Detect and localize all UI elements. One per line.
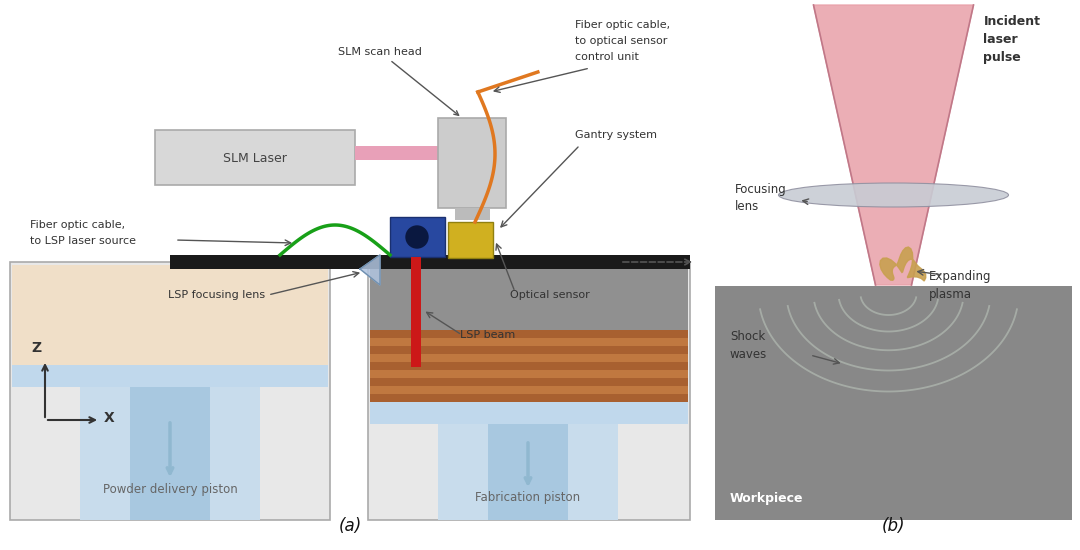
Bar	[370, 394, 688, 402]
Text: LSP focusing lens: LSP focusing lens	[167, 290, 265, 300]
Text: LSP beam: LSP beam	[460, 330, 515, 340]
Bar	[715, 286, 1072, 520]
Bar	[368, 262, 690, 520]
Text: Expanding: Expanding	[929, 270, 991, 283]
Text: lens: lens	[735, 200, 759, 212]
Text: Focusing: Focusing	[735, 184, 786, 196]
Polygon shape	[813, 5, 973, 285]
Bar	[370, 346, 688, 354]
Text: to LSP laser source: to LSP laser source	[30, 236, 136, 246]
Bar	[12, 265, 328, 365]
Bar	[80, 387, 260, 520]
Text: Z: Z	[32, 341, 42, 355]
Text: Workpiece: Workpiece	[730, 492, 804, 505]
Text: (b): (b)	[881, 517, 905, 535]
Text: SLM scan head: SLM scan head	[338, 47, 459, 115]
Text: Fiber optic cable,: Fiber optic cable,	[575, 20, 670, 30]
Text: Optical sensor: Optical sensor	[510, 290, 590, 300]
Circle shape	[406, 226, 428, 248]
Text: control unit: control unit	[575, 52, 639, 62]
Text: Powder delivery piston: Powder delivery piston	[103, 483, 238, 497]
Bar	[455, 208, 490, 220]
Text: pulse: pulse	[984, 51, 1022, 64]
Bar	[130, 387, 210, 520]
FancyBboxPatch shape	[156, 130, 355, 185]
Bar	[411, 257, 421, 367]
Text: Incident: Incident	[984, 15, 1040, 28]
FancyBboxPatch shape	[390, 217, 445, 257]
Bar	[370, 265, 688, 330]
Text: waves: waves	[730, 348, 767, 361]
Bar	[438, 424, 618, 520]
Bar	[370, 354, 688, 362]
Polygon shape	[360, 255, 380, 285]
Text: Fiber optic cable,: Fiber optic cable,	[30, 220, 125, 230]
Text: laser: laser	[984, 33, 1018, 46]
Bar	[10, 262, 330, 520]
Ellipse shape	[779, 183, 1009, 207]
Text: Gantry system: Gantry system	[575, 130, 657, 140]
Text: SLM Laser: SLM Laser	[224, 151, 287, 164]
Text: to optical sensor: to optical sensor	[575, 36, 667, 46]
FancyBboxPatch shape	[448, 222, 492, 258]
Bar	[370, 370, 688, 378]
Text: (a): (a)	[338, 517, 362, 535]
Text: X: X	[104, 411, 114, 425]
Bar	[12, 365, 328, 387]
Bar	[370, 378, 688, 386]
Polygon shape	[880, 247, 926, 281]
Bar	[370, 402, 688, 424]
Bar	[370, 386, 688, 394]
Text: Fabrication piston: Fabrication piston	[475, 492, 581, 504]
Bar	[170, 255, 690, 269]
FancyBboxPatch shape	[438, 118, 507, 208]
Text: Shock: Shock	[730, 330, 766, 343]
Bar	[488, 424, 568, 520]
Bar	[370, 338, 688, 346]
Bar	[355, 146, 445, 160]
Bar	[370, 362, 688, 370]
Text: plasma: plasma	[929, 288, 972, 301]
Bar	[370, 330, 688, 338]
